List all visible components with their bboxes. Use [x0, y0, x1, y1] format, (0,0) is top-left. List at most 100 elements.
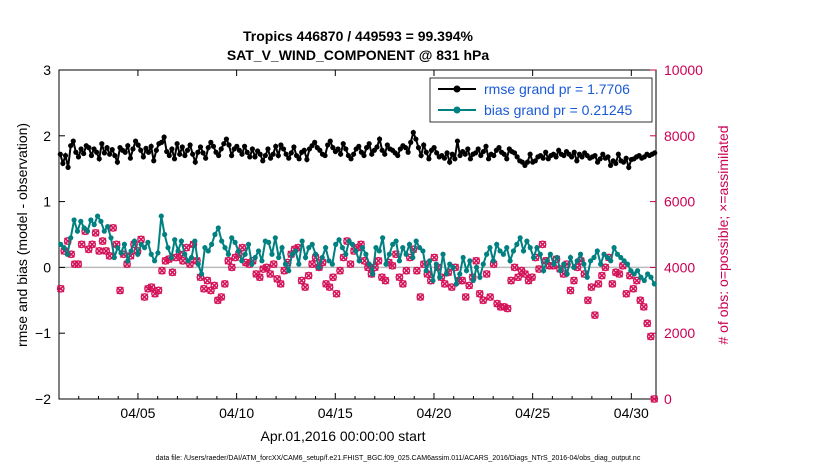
bias-point [383, 261, 389, 267]
obs-possible-point [646, 332, 655, 341]
rmse-point [130, 146, 136, 152]
bias-point [343, 251, 349, 257]
bias-point [410, 254, 416, 261]
bias-point [353, 248, 359, 254]
rmse-point [376, 136, 383, 142]
bias-point [440, 251, 446, 257]
obs-possible-point [639, 302, 648, 311]
obs-assimilated-point [381, 276, 390, 285]
bias-point [541, 268, 547, 274]
rmse-point [267, 155, 274, 161]
bias-point [510, 248, 517, 254]
bias-point [611, 245, 617, 251]
obs-assimilated-point [266, 270, 274, 278]
bias-point [131, 238, 138, 244]
obs-possible-point [503, 304, 512, 313]
bias-point [74, 228, 81, 234]
obs-possible-point [594, 279, 603, 288]
bias-point [403, 251, 409, 257]
bias-point [108, 235, 114, 241]
rmse-point [171, 156, 178, 162]
obs-assimilated-point [74, 260, 82, 268]
bias-point [614, 251, 621, 257]
bias-point [209, 241, 215, 247]
rmse-point [68, 143, 74, 149]
obs-possible-point [479, 296, 488, 305]
rmse-point [418, 152, 424, 159]
rmse-point [540, 155, 546, 161]
rmse-point [166, 152, 172, 159]
obs-assimilated-point [210, 281, 219, 290]
bias-point [252, 254, 258, 261]
rmse-point [423, 149, 429, 155]
obs-possible-point [472, 256, 481, 265]
obs-possible-point [140, 293, 149, 301]
bias-point [534, 245, 540, 251]
rmse-point [473, 150, 479, 156]
obs-possible-point [608, 279, 617, 288]
rmse-point [478, 152, 484, 159]
obs-assimilated-point [514, 273, 522, 282]
bias-point [376, 248, 382, 254]
obs-assimilated-point [297, 276, 306, 285]
rmse-point [278, 142, 284, 148]
obs-possible-point [465, 281, 474, 290]
plot-frame [58, 69, 657, 400]
bias-point [638, 274, 644, 280]
bias-point [162, 231, 168, 238]
bias-point [497, 248, 503, 254]
rmse-point [444, 150, 450, 156]
rmse-point [122, 149, 128, 155]
bias-point [591, 254, 597, 261]
bias-point [185, 258, 191, 264]
obs-possible-point [332, 289, 341, 298]
obs-assimilated-point [594, 280, 603, 288]
y2-tick-label: 8000 [664, 128, 695, 144]
bias-point [61, 245, 67, 251]
obs-assimilated-point [461, 293, 470, 301]
bias-point [393, 238, 399, 244]
rmse-point [607, 162, 614, 169]
rmse-point [338, 151, 344, 157]
obs-assimilated-point [643, 319, 652, 328]
rmse-point [62, 152, 69, 159]
bias-point [366, 261, 372, 267]
bias-point [349, 241, 356, 247]
bias-point [282, 261, 288, 267]
rmse-point [247, 154, 253, 160]
rmse-point [252, 154, 258, 160]
bias-point [463, 268, 470, 274]
bias-point [249, 261, 255, 267]
obs-possible-point [650, 395, 659, 403]
bias-point [547, 251, 553, 257]
bias-point [235, 248, 242, 254]
rmse-point [410, 129, 416, 136]
rmse-point [571, 149, 577, 155]
legend: rmse grand pr = 1.7706 bias grand pr = 0… [429, 77, 653, 123]
bias-point [437, 274, 443, 280]
y2-axis-label: # of obs: o=possible; ×=assimilated [715, 125, 731, 344]
rmse-point [379, 147, 385, 153]
bias-point [78, 218, 84, 224]
rmse-point [184, 147, 191, 153]
rmse-point [421, 142, 427, 148]
bias-point [507, 258, 513, 264]
rmse-point [151, 158, 157, 164]
rmse-point [369, 151, 375, 157]
obs-possible-point [388, 261, 397, 270]
obs-assimilated-point [591, 311, 599, 319]
bias-point [339, 245, 346, 251]
obs-assimilated-point [336, 266, 344, 275]
obs-assimilated-point [472, 257, 480, 265]
bias-point [81, 225, 87, 231]
obs-assimilated-point [67, 250, 75, 259]
rmse-point [73, 149, 79, 155]
rmse-point [483, 143, 489, 149]
obs-possible-point [91, 228, 100, 237]
rmse-point [527, 151, 533, 157]
rmse-point [449, 151, 455, 157]
bias-point [567, 254, 574, 261]
bias-point [326, 258, 332, 264]
bias-point [443, 271, 449, 277]
obs-possible-point [77, 240, 86, 249]
